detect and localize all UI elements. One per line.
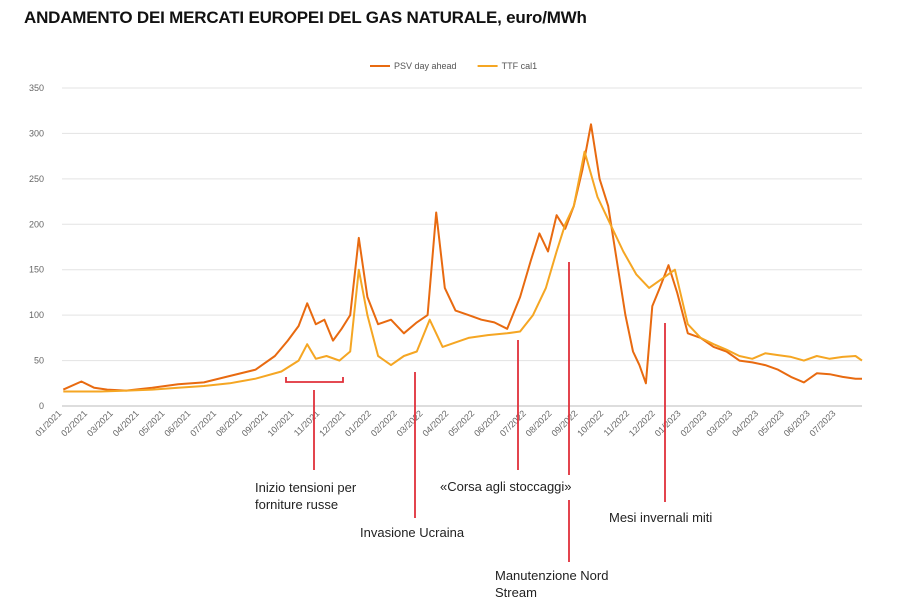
x-tick-label: 03/2023 [704,408,734,438]
annotation-label: Inizio tensioni per [255,480,357,495]
x-tick-label: 03/2021 [85,408,115,438]
x-tick-label: 08/2022 [524,408,554,438]
x-tick-label: 01/2023 [653,408,683,438]
x-tick-label: 07/2022 [498,408,528,438]
y-tick-label: 0 [39,401,44,411]
x-tick-label: 07/2021 [188,408,218,438]
x-tick-label: 04/2022 [420,408,450,438]
annotation-label: forniture russe [255,497,338,512]
series-line-ttf [63,150,863,393]
x-tick-label: 06/2021 [162,408,192,438]
y-tick-label: 250 [29,174,44,184]
x-tick-label: 05/2022 [446,408,476,438]
x-tick-label: 10/2022 [575,408,605,438]
annotation-label: «Corsa agli stoccaggi» [440,479,572,494]
x-tick-label: 11/2022 [602,408,632,438]
legend-label: PSV day ahead [394,61,457,71]
annotation-label: Invasione Ucraina [360,525,465,540]
x-tick-label: 12/2022 [627,408,657,438]
x-tick-label: 09/2021 [240,408,270,438]
legend: PSV day ahead TTF cal1 [370,61,537,71]
x-tick-label: 02/2023 [678,408,708,438]
x-tick-label: 12/2021 [317,408,347,438]
x-tick-label: 06/2023 [782,408,812,438]
annotation-label: Stream [495,585,537,600]
y-tick-label: 150 [29,265,44,275]
chart-title: ANDAMENTO DEI MERCATI EUROPEI DEL GAS NA… [24,8,587,27]
annotation-label: Manutenzione Nord [495,568,608,583]
x-tick-label: 07/2023 [808,408,838,438]
x-tick-label: 04/2023 [730,408,760,438]
x-tick-label: 03/2022 [395,408,425,438]
x-tick-label: 02/2022 [369,408,399,438]
x-tick-label: 05/2021 [137,408,167,438]
y-tick-label: 50 [34,356,44,366]
annotation-label: Mesi invernali miti [609,510,712,525]
annotations: Inizio tensioni per forniture russe Invasi… [255,262,712,600]
y-tick-label: 350 [29,83,44,93]
legend-label: TTF cal1 [502,61,538,71]
y-tick-label: 300 [29,128,44,138]
x-axis: 01/202102/202103/202104/202105/202106/20… [33,408,837,438]
x-tick-label: 05/2023 [756,408,786,438]
annotation-bracket [285,377,344,383]
x-tick-label: 02/2021 [59,408,89,438]
x-tick-label: 10/2021 [266,408,296,438]
y-tick-label: 200 [29,219,44,229]
y-axis: 0 50 100 150 200 250 300 350 [29,83,44,411]
x-tick-label: 01/2022 [343,408,373,438]
x-tick-label: 06/2022 [472,408,502,438]
x-tick-label: 04/2021 [111,408,141,438]
x-tick-label: 09/2022 [549,408,579,438]
series-line-psv [62,123,862,392]
series-lines [62,123,863,393]
y-tick-label: 100 [29,310,44,320]
x-tick-label: 08/2021 [214,408,244,438]
x-tick-label: 11/2021 [292,408,322,438]
x-tick-label: 01/2021 [33,408,63,438]
gridlines [62,87,862,407]
